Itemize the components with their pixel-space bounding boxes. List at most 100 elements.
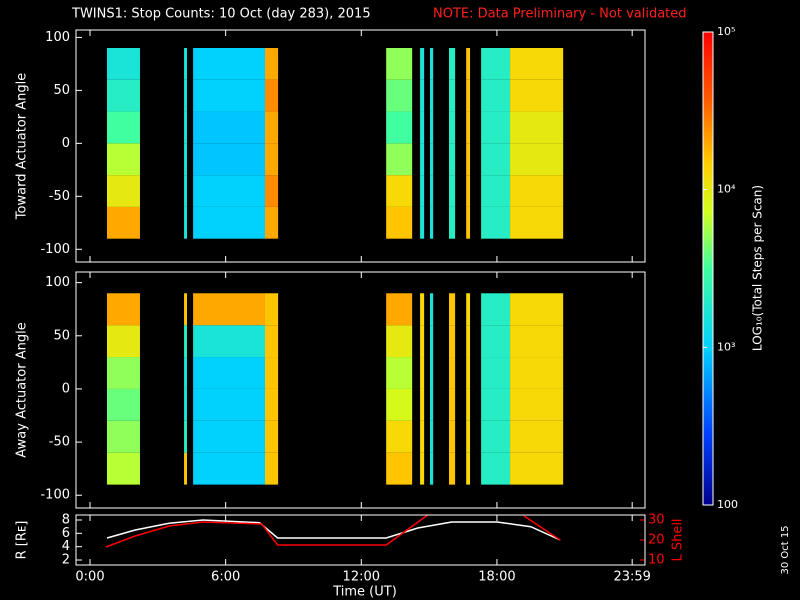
heatmap-cell <box>420 206 425 239</box>
heatmap-cell <box>481 452 511 485</box>
y-tick-label: 100 <box>45 30 70 45</box>
colorbar-tick-label: 10⁵ <box>717 25 735 38</box>
heatmap-cell <box>184 48 187 80</box>
heatmap-cell <box>420 388 425 421</box>
heatmap-cell <box>449 79 456 112</box>
plot-frame <box>75 271 646 509</box>
heatmap-cell <box>264 325 279 358</box>
note: NOTE: Data Preliminary - Not validated <box>433 7 687 22</box>
heatmap-cell <box>430 206 434 239</box>
x-tick-label: 0:00 <box>75 570 104 585</box>
title: TWINS1: Stop Counts: 10 Oct (day 283), 2… <box>71 7 371 22</box>
heatmap-cell <box>193 48 265 80</box>
heatmap-cell <box>449 452 456 485</box>
heatmap-cell <box>106 293 140 326</box>
heatmap-cell <box>510 206 564 239</box>
heatmap-cell <box>430 388 434 421</box>
heatmap-cell <box>466 357 471 389</box>
heatmap-cell <box>193 143 265 176</box>
heatmap-cell <box>510 388 564 421</box>
heatmap-cell <box>106 206 140 239</box>
heatmap-cell <box>193 325 265 358</box>
heatmap-cell <box>481 325 511 358</box>
heatmap-cell <box>106 175 140 207</box>
series-line <box>106 519 561 541</box>
heatmap-cell <box>264 420 279 453</box>
plot-frame <box>75 514 646 566</box>
heatmap-cell <box>481 79 511 112</box>
heatmap-cell <box>466 206 471 239</box>
heatmap-cell <box>264 143 279 176</box>
heatmap-cell <box>386 293 413 326</box>
y-tick-label: 2 <box>62 553 70 568</box>
heatmap-cell <box>106 79 140 112</box>
heatmap-cell <box>510 420 564 453</box>
y-tick-label: -50 <box>49 435 70 450</box>
heatmap-cell <box>481 293 511 326</box>
colorbar <box>702 31 714 506</box>
heatmap-cell <box>430 79 434 112</box>
y2-tick-label: 10 <box>648 553 665 568</box>
y-tick-label: -100 <box>40 488 70 503</box>
heatmap-cell <box>386 48 413 80</box>
y-axis-label: R [Rᴇ] <box>15 521 30 560</box>
colorbar-tick-label: 100 <box>717 498 738 511</box>
heatmap-cell <box>466 111 471 144</box>
heatmap-cell <box>481 206 511 239</box>
y-tick-label: 6 <box>62 526 70 541</box>
heatmap-cell <box>420 48 425 80</box>
heatmap-cell <box>466 79 471 112</box>
heatmap-cell <box>264 48 279 80</box>
heatmap-cell <box>184 175 187 207</box>
heatmap-cell <box>420 357 425 389</box>
heatmap-cell <box>193 420 265 453</box>
plot-frame <box>75 29 646 263</box>
heatmap-cell <box>430 452 434 485</box>
heatmap-cell <box>420 79 425 112</box>
heatmap-cell <box>193 357 265 389</box>
heatmap-cell <box>449 206 456 239</box>
series-line <box>105 515 561 548</box>
heatmap-cell <box>193 206 265 239</box>
y2-label: L Shell <box>671 518 686 561</box>
heatmap-cell <box>106 48 140 80</box>
colorbar-tick-label: 10⁴ <box>717 183 736 196</box>
heatmap-cell <box>264 452 279 485</box>
x-tick-label: 18:00 <box>478 570 515 585</box>
heatmap-cell <box>449 388 456 421</box>
heatmap-cell <box>264 293 279 326</box>
heatmap-cell <box>420 143 425 176</box>
y2-tick-label: 20 <box>648 533 665 548</box>
heatmap-cell <box>386 143 413 176</box>
heatmap-cell <box>430 325 434 358</box>
heatmap-cell <box>466 325 471 358</box>
heatmap-cell <box>430 357 434 389</box>
date-stamp: 30 Oct 15 <box>780 525 791 574</box>
heatmap-cell <box>184 206 187 239</box>
heatmap-cell <box>430 143 434 176</box>
y-tick-label: -100 <box>40 242 70 257</box>
heatmap-cell <box>481 48 511 80</box>
heatmap-cell <box>466 388 471 421</box>
heatmap-cell <box>510 293 564 326</box>
y-tick-label: 100 <box>45 275 70 290</box>
heatmap-cell <box>386 79 413 112</box>
heatmap-cell <box>510 325 564 358</box>
heatmap-cell <box>449 420 456 453</box>
heatmap-cell <box>466 48 471 80</box>
heatmap-cell <box>106 111 140 144</box>
heatmap-cell <box>386 388 413 421</box>
heatmap-cell <box>386 452 413 485</box>
heatmap-cell <box>184 452 187 485</box>
heatmap-cell <box>510 143 564 176</box>
heatmap-cell <box>420 293 425 326</box>
heatmap-cell <box>510 357 564 389</box>
heatmap-cell <box>106 388 140 421</box>
x-tick-label: 23:59 <box>613 570 650 585</box>
heatmap-cell <box>264 357 279 389</box>
heatmap-cell <box>481 111 511 144</box>
heatmap-cell <box>106 452 140 485</box>
heatmap-cell <box>106 357 140 389</box>
heatmap-cell <box>481 175 511 207</box>
heatmap-cell <box>386 357 413 389</box>
